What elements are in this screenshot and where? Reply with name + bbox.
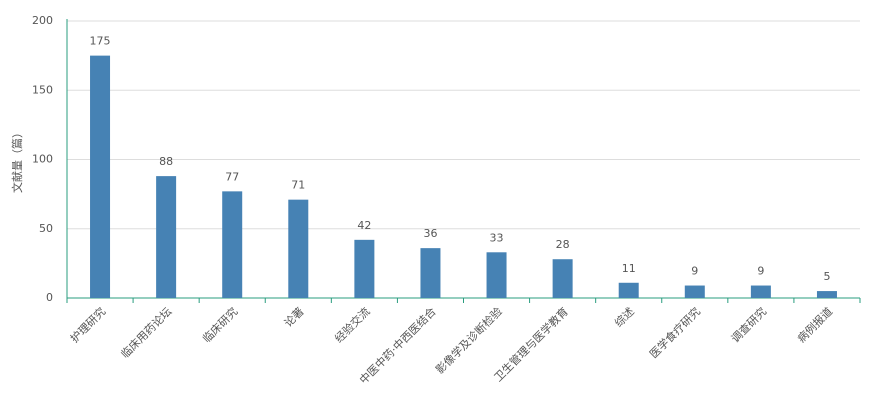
bar [750,285,771,298]
bar [684,285,705,298]
x-tick-label: 临床研究 [199,304,240,345]
bar [420,248,441,298]
bar [354,239,375,298]
bar [816,291,837,298]
bar [156,176,177,298]
x-tick-label: 论著 [281,304,306,329]
y-axis-label: 文献量（篇） [10,127,24,193]
x-tick-label: 影像学及诊断检验 [433,304,505,376]
y-tick-label: 50 [39,222,53,235]
data-label: 9 [691,265,698,278]
x-tick-label: 病例报道 [794,304,835,345]
bar [618,282,639,298]
data-label: 71 [291,179,305,192]
x-tick-label: 综述 [611,304,636,329]
data-label: 28 [556,238,570,251]
x-tick-label: 临床用药论坛 [118,304,175,361]
data-label: 33 [490,231,504,244]
bar [222,191,243,298]
x-tick-label: 卫生管理与医学教育 [491,304,571,384]
data-label: 175 [90,35,111,48]
data-label: 42 [357,219,371,232]
data-label: 11 [622,262,636,275]
y-tick-label: 100 [32,153,53,166]
y-tick-label: 200 [32,14,53,27]
x-tick-label: 护理研究 [67,304,108,345]
data-label: 5 [823,270,830,283]
y-tick-label: 150 [32,83,53,96]
data-label: 36 [423,227,437,240]
data-label: 9 [757,265,764,278]
x-tick-label: 经验交流 [332,304,373,345]
data-label: 88 [159,155,173,168]
bar [552,259,573,298]
x-tick-label: 医学食疗研究 [646,304,703,361]
y-tick-label: 0 [46,291,53,304]
bar [486,252,507,298]
data-label: 77 [225,170,239,183]
bar [288,199,309,298]
x-tick-label: 调查研究 [728,304,769,345]
bar [90,55,111,298]
